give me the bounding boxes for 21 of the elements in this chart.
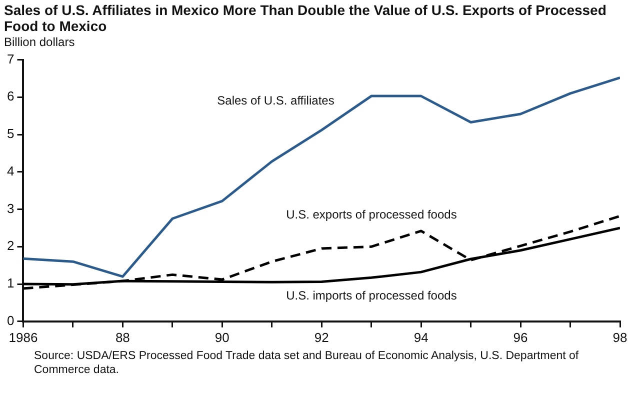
- x-tick-label: 98: [612, 330, 628, 345]
- series-label: Sales of U.S. affiliates: [217, 93, 334, 108]
- y-tick-label: 3: [6, 200, 14, 216]
- y-tick-label: 6: [6, 88, 14, 104]
- y-tick-label: 5: [6, 126, 14, 142]
- x-tick-label: 90: [214, 330, 230, 345]
- y-axis-title: Billion dollars: [3, 34, 76, 49]
- x-tick-label: 96: [513, 330, 528, 345]
- x-tick-label: 88: [115, 330, 130, 345]
- chart-title: Sales of U.S. Affiliates in Mexico More Than Double the Value of U.S. Exports of Processed Food to Mexico: [3, 1, 608, 34]
- series-label: U.S. imports of processed foods: [286, 288, 457, 302]
- y-tick-label: 1: [6, 276, 14, 291]
- source-note: Source: USDA/ERS Processed Food Trade data set and Bureau of Economic Analysis, U.S. Department of Commerce data.: [33, 349, 580, 377]
- x-tick-label: 94: [414, 330, 428, 345]
- x-tick-label: 92: [314, 330, 329, 345]
- y-tick-label: 7: [6, 51, 14, 66]
- text: U.S. exports of processed foods: [286, 207, 457, 222]
- y-tick-label: 2: [6, 238, 14, 254]
- y-tick-label: 0: [6, 312, 14, 328]
- y-tick-label: 4: [6, 163, 14, 178]
- x-tick-label: 1986: [8, 330, 38, 345]
